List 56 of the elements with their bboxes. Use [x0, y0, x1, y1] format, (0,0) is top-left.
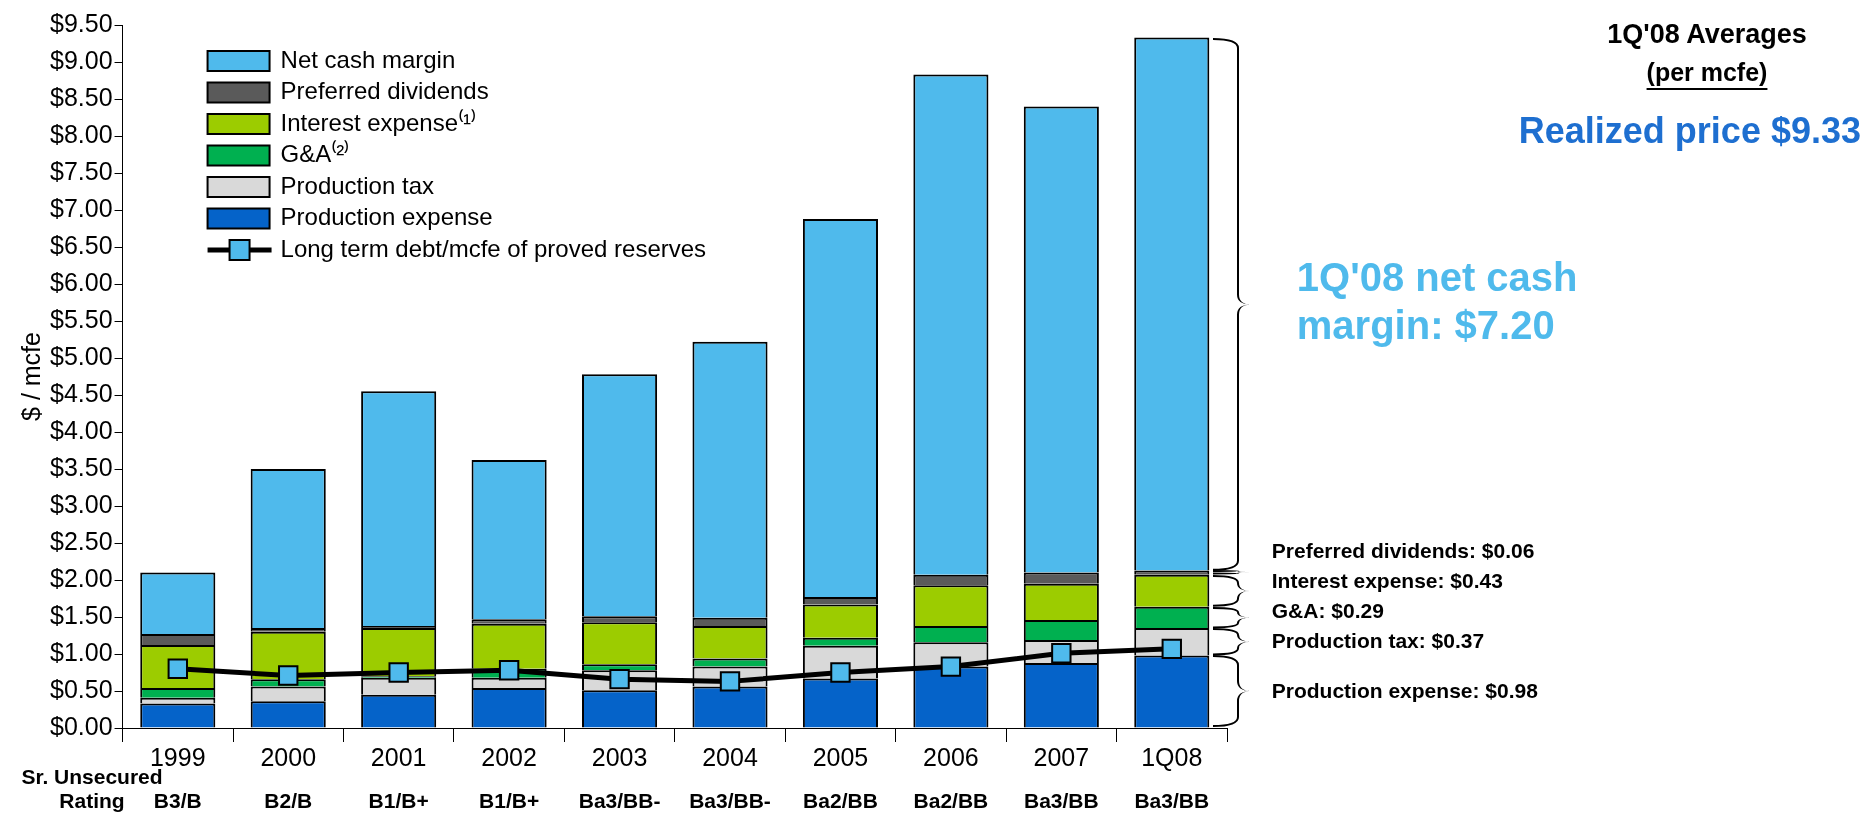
y-tick-label: $0.50	[50, 674, 113, 703]
text: Realized price $9.33	[1518, 109, 1861, 151]
text: Ba3/BB	[1023, 788, 1099, 812]
x-tick-label: 2005	[812, 742, 869, 771]
text: 1Q'08 net cash margin: $7.20	[1296, 255, 1578, 348]
legend-label: Net cash margin	[280, 45, 456, 73]
text: Ba3/BB-	[578, 788, 661, 812]
y-tick-label: $2.50	[50, 526, 113, 555]
y-tick-label: $6.00	[50, 267, 113, 296]
text: 1Q'08 Averages	[1607, 19, 1807, 50]
text: Ba3/BB	[1134, 788, 1210, 812]
text: Ba3/BB-	[689, 788, 771, 812]
text: B2/B	[264, 788, 313, 812]
legend-label: G&A⁽²⁾	[280, 140, 350, 168]
y-tick-label: $5.00	[50, 341, 113, 370]
text: B3/B	[153, 788, 202, 812]
y-tick-label: $3.50	[50, 452, 113, 481]
y-tick-label: $2.00	[50, 563, 113, 592]
text: Ba2/BB	[913, 788, 989, 812]
x-tick-label: 2003	[591, 742, 648, 771]
y-tick-label: $7.00	[50, 193, 113, 222]
legend-label: Long term debt/mcfe of proved reserves	[280, 234, 707, 262]
x-tick-label: 2006	[923, 742, 979, 771]
text: Preferred dividends: $0.06	[1271, 538, 1535, 562]
legend-label: Production expense	[280, 203, 493, 231]
y-tick-label: $7.50	[50, 156, 113, 185]
y-tick-label: $9.50	[50, 8, 113, 37]
text: B1/B+	[368, 788, 429, 812]
text: Ba2/BB	[803, 788, 878, 812]
y-tick-label: $5.50	[50, 304, 113, 333]
text: Interest expense: $0.43	[1271, 568, 1503, 592]
y-tick-label: $0.00	[50, 711, 113, 740]
legend-label: Preferred dividends	[280, 77, 489, 105]
x-tick-label: 2001	[370, 742, 427, 771]
y-tick-label: $4.50	[50, 378, 113, 407]
y-tick-label: $6.50	[50, 230, 113, 259]
text: Production tax: $0.37	[1271, 628, 1485, 652]
y-tick-label: $1.00	[50, 637, 113, 666]
x-tick-label: 1Q08	[1141, 742, 1203, 771]
y-tick-label: $8.50	[50, 82, 113, 111]
y-tick-label: $1.50	[50, 600, 113, 629]
y-tick-label: $4.00	[50, 415, 113, 444]
x-tick-label: 2002	[481, 742, 537, 771]
y-tick-label: $8.00	[50, 119, 113, 148]
text: (per mcfe)	[1646, 57, 1768, 86]
legend-label: Production tax	[280, 171, 434, 199]
y-axis-title: $ / mcfe	[16, 332, 45, 421]
y-tick-label: $9.00	[50, 45, 113, 74]
text: B1/B+	[479, 788, 540, 812]
text: Production expense: $0.98	[1271, 678, 1539, 702]
x-tick-label: 2004	[702, 742, 758, 771]
text: G&A: $0.29	[1271, 598, 1384, 622]
x-tick-label: 2000	[260, 742, 317, 771]
y-tick-label: $3.00	[50, 489, 113, 518]
legend-label: Interest expense⁽¹⁾	[280, 108, 476, 136]
x-tick-label: 2007	[1033, 742, 1090, 771]
